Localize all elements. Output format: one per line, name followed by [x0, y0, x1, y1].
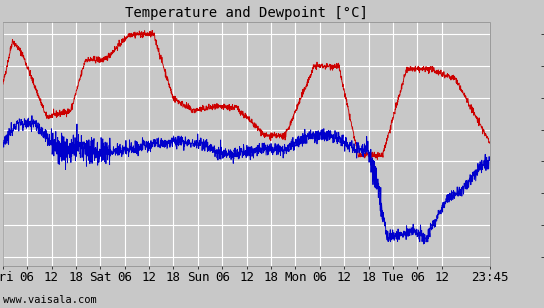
Text: www.vaisala.com: www.vaisala.com	[3, 295, 96, 305]
Title: Temperature and Dewpoint [°C]: Temperature and Dewpoint [°C]	[125, 6, 368, 20]
